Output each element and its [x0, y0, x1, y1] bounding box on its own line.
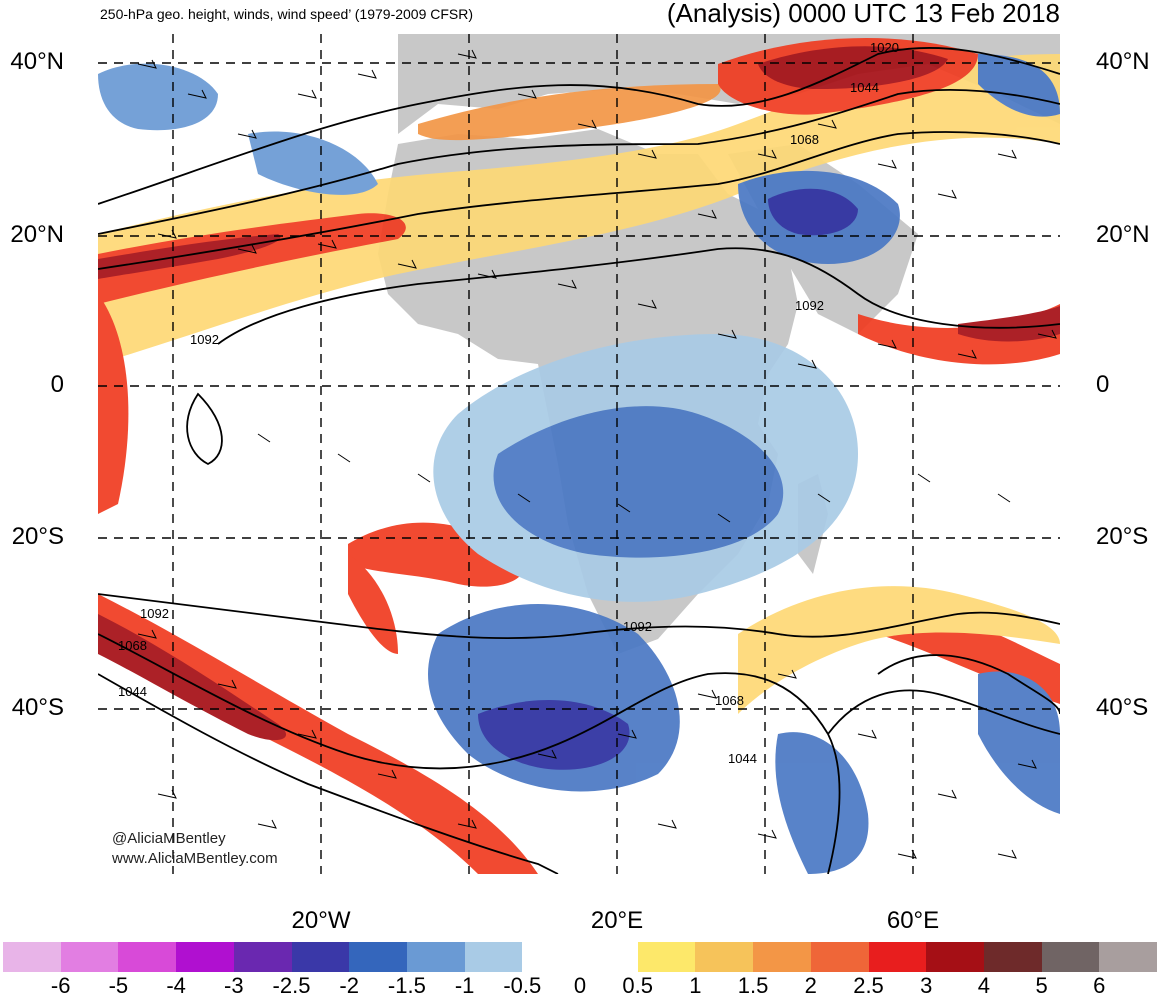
- colorbar-tick-label: -5: [108, 973, 129, 998]
- colorbar-bin: [349, 942, 407, 972]
- colorbar-bin: [1099, 942, 1158, 972]
- colorbar-bin: [291, 942, 350, 972]
- colorbar-bin: [580, 942, 638, 972]
- map-svg: 1020 1044 1068 1092 1092 1092 1092 1068 …: [98, 34, 1060, 874]
- colorbar-bin: [1041, 942, 1100, 972]
- contour-label: 1020: [870, 40, 899, 55]
- colorbar-tick-label: 4: [977, 973, 991, 998]
- contour-label-group: 1020 1044 1068 1092 1092 1092 1092 1068 …: [118, 40, 899, 766]
- lat-label-40s-left: 40°S: [11, 694, 64, 721]
- height-contours: [98, 47, 1060, 874]
- colorbar-bin: [406, 942, 465, 972]
- contour-label: 1092: [795, 298, 824, 313]
- colorbar-bin: [464, 942, 523, 972]
- colorbar-tick-label: -1.5: [387, 973, 426, 998]
- map-panel: 1020 1044 1068 1092 1092 1092 1092 1068 …: [98, 34, 1060, 874]
- jet-arabian-sea-core: [958, 306, 1060, 342]
- jet-middle-east-core: [758, 46, 948, 89]
- colorbar-bin: [695, 942, 754, 972]
- contour-label: 1044: [850, 80, 879, 95]
- contour-label: 1068: [118, 638, 147, 653]
- wind-barbs: [137, 49, 1057, 859]
- colorbar-tick-label: -1: [454, 973, 475, 998]
- colorbar-tick-label: -2.5: [272, 973, 311, 998]
- lat-label-eq-left: 0: [50, 371, 64, 398]
- colorbar-bin: [3, 942, 61, 972]
- graticule: [98, 34, 1060, 874]
- lat-label-40n-right: 40°N: [1096, 48, 1150, 75]
- colorbar-tick-label: -3: [224, 973, 244, 998]
- lon-label-20w: 20°W: [291, 907, 351, 934]
- lat-label-eq-right: 0: [1096, 371, 1110, 398]
- credit-url[interactable]: www.AliciaMBentley.com: [112, 850, 278, 867]
- negative-far-southeast: [978, 671, 1060, 814]
- negative-arabia-core: [768, 188, 858, 236]
- negative-southern-indian: [775, 732, 869, 874]
- colorbar-bin: [118, 942, 177, 972]
- colorbar-tick-label: -0.5: [503, 973, 542, 998]
- chart-title: (Analysis) 0000 UTC 13 Feb 2018: [666, 0, 1060, 28]
- contour-label: 1092: [140, 606, 169, 621]
- colorbar-bin: [637, 942, 696, 972]
- colorbar-bin: [926, 942, 984, 972]
- colorbar-tick-label: 2: [804, 973, 817, 998]
- colorbar-bin: [810, 942, 869, 972]
- jet-north-atlantic: [98, 54, 1060, 364]
- contour-label: 1092: [623, 619, 652, 634]
- chart-subtitle: 250-hPa geo. height, winds, wind speed’ …: [100, 6, 474, 22]
- lat-label-20s-right: 20°S: [1096, 523, 1149, 550]
- colorbar-tick-label: 2.5: [853, 973, 884, 998]
- colorbar-tick-label: -4: [166, 973, 186, 998]
- colorbar-tick-label: 3: [920, 973, 933, 998]
- colorbar-bin: [233, 942, 292, 972]
- colorbar-tick-label: 6: [1093, 973, 1106, 998]
- contour-label: 1044: [728, 751, 757, 766]
- credit-handle: @AliciaMBentley: [112, 830, 226, 847]
- colorbar-bin: [868, 942, 927, 972]
- lat-label-40s-right: 40°S: [1096, 694, 1149, 721]
- negative-north-atlantic: [98, 63, 218, 131]
- colorbar-bin: [60, 942, 119, 972]
- contour-label: 1068: [715, 693, 744, 708]
- contour-label: 1092: [190, 332, 219, 347]
- colorbar-tick-label: 1: [689, 973, 702, 998]
- jet-south-atlantic: [98, 594, 538, 874]
- negative-africa-core: [493, 406, 784, 558]
- colorbar-tick-label: 1.5: [737, 973, 769, 998]
- colorbar-tick-label: 0: [573, 973, 587, 998]
- lon-label-20e: 20°E: [590, 907, 644, 934]
- lat-label-20n-right: 20°N: [1096, 221, 1150, 248]
- colorbar-bin: [753, 942, 811, 972]
- lon-label-60e: 60°E: [886, 907, 940, 934]
- colorbar-bin: [176, 942, 234, 972]
- contour-label: 1044: [118, 684, 147, 699]
- jet-north-atlantic-max: [98, 234, 281, 279]
- contour-label: 1068: [790, 132, 819, 147]
- lat-label-20n-left: 20°N: [10, 221, 64, 248]
- colorbar-bin: [983, 942, 1042, 972]
- colorbar: [3, 942, 1158, 972]
- negative-south-atlantic-core: [478, 700, 630, 770]
- negative-northeast: [978, 54, 1060, 117]
- colorbar-tick-label: -2: [339, 973, 359, 998]
- jet-mediterranean: [418, 84, 721, 141]
- lat-label-40n-left: 40°N: [10, 48, 64, 75]
- colorbar-tick-label: 5: [1035, 973, 1048, 998]
- colorbar-bin: [522, 942, 581, 972]
- lat-label-20s-left: 20°S: [11, 523, 64, 550]
- colorbar-tick-label: -6: [50, 973, 71, 998]
- jet-west-african: [98, 294, 129, 514]
- colorbar-tick-label: 0.5: [622, 973, 653, 998]
- positive-southern-indian: [738, 586, 1060, 714]
- colorbar-ticks: -6 -5 -4 -3 -2.5 -2 -1.5 -1 -0.5 0 0.5 1 1.5 2 2.5 3 4 5 6: [3, 973, 1157, 999]
